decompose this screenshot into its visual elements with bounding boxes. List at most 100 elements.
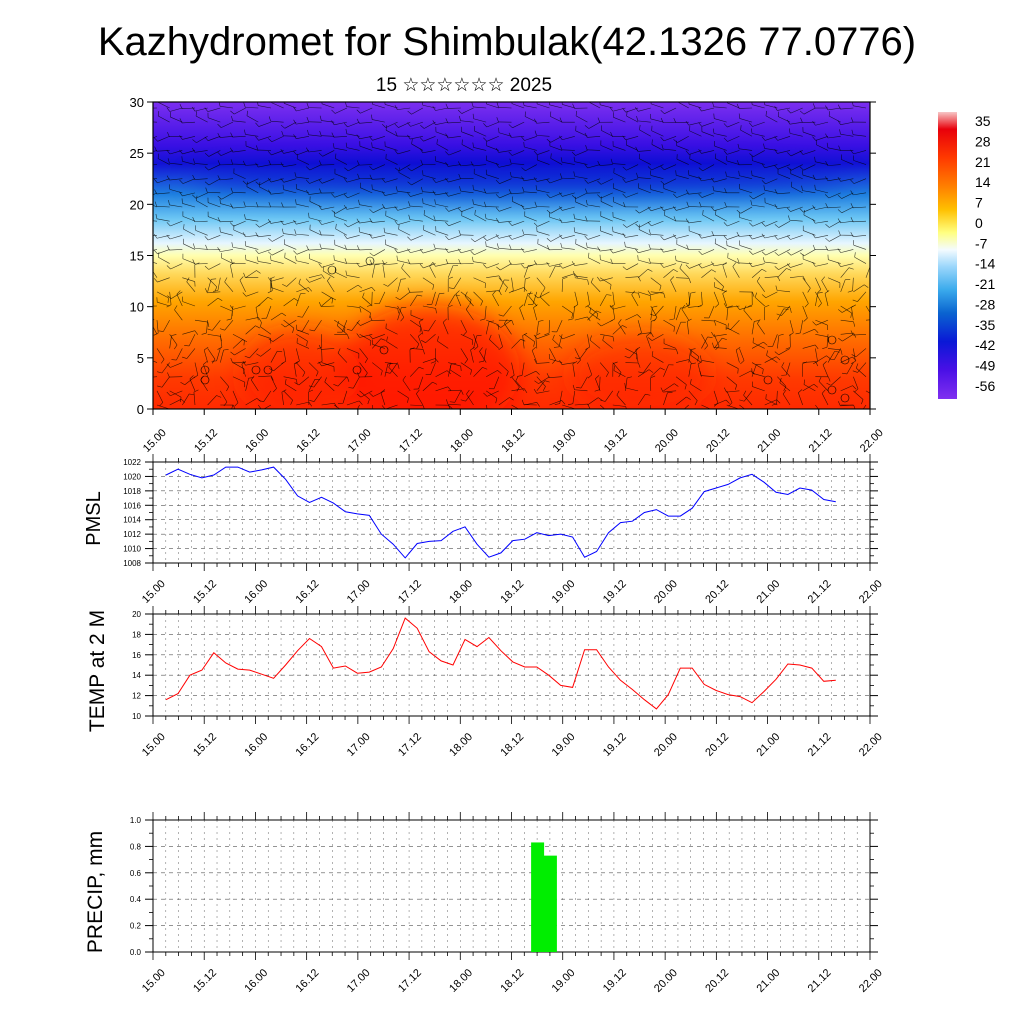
wind-barb-flag [255, 223, 260, 228]
wind-barb [182, 192, 196, 197]
wind-barb [637, 394, 646, 406]
wind-barb-flag [394, 105, 398, 110]
wind-barb [851, 307, 854, 321]
wind-barb-flag [638, 293, 641, 299]
wind-barb-flag [533, 177, 538, 182]
wind-barb [296, 150, 310, 156]
wind-barb-flag [369, 312, 371, 318]
wind-barb [295, 293, 301, 307]
wind-barb-flag [496, 266, 501, 271]
wind-barb [590, 282, 601, 293]
wind-barb-flag [471, 102, 474, 108]
wind-barb [753, 150, 765, 157]
wind-barb-flag [648, 229, 651, 235]
wind-barb-flag [807, 288, 811, 293]
wind-barb [778, 249, 791, 256]
wind-barb-flag [345, 142, 348, 148]
wind-barb-flag [498, 314, 504, 317]
wind-barb [321, 348, 323, 362]
wind-barb-flag [559, 218, 563, 224]
wind-barb-flag [204, 107, 209, 112]
wind-barb-flag [207, 322, 210, 328]
wind-barb [486, 103, 499, 109]
wind-barb [523, 234, 537, 236]
x-tick-label: 21.12 [806, 967, 834, 995]
wind-barb-flag [445, 161, 449, 167]
wind-barb-flag [418, 332, 423, 337]
wind-barb [308, 379, 316, 391]
wind-barb-flag [495, 207, 500, 212]
wind-barb [708, 305, 715, 319]
wind-barb [270, 376, 277, 389]
wind-barb-flag [589, 97, 590, 102]
wind-barb [182, 301, 196, 307]
wind-barb [595, 378, 601, 391]
wind-barb [479, 351, 487, 363]
wind-barb [271, 136, 284, 143]
wind-barb-flag [521, 136, 525, 141]
wind-barb-flag [637, 255, 639, 261]
wind-barb-flag [295, 360, 300, 365]
wind-barb-flag [597, 322, 602, 327]
wind-barb-flag [205, 244, 208, 250]
wind-barb-flag [420, 125, 425, 129]
wind-barb-flag [837, 194, 842, 199]
wind-barb [777, 308, 784, 321]
wind-barb [575, 243, 588, 250]
wind-barb-flag [394, 123, 399, 128]
wind-barb [654, 305, 664, 316]
wind-barb [153, 220, 158, 222]
wind-barb-flag [174, 344, 178, 350]
wind-barb [346, 275, 360, 279]
wind-barb [688, 291, 691, 305]
wind-barb [639, 158, 651, 165]
wind-barb [473, 203, 487, 208]
wind-barb [663, 249, 677, 253]
wind-barb-flag [802, 361, 808, 364]
wind-barb-flag [567, 403, 573, 406]
wind-barb [840, 385, 853, 392]
wind-barb-flag [168, 199, 170, 205]
chart-title: Kazhydromet for Shimbulak(42.1326 77.077… [98, 20, 916, 64]
wind-barb [182, 161, 196, 165]
wind-barb [600, 333, 613, 337]
wind-barb [853, 390, 864, 400]
wind-barb [853, 220, 867, 223]
wind-barb-flag [327, 276, 331, 282]
wind-barb [335, 271, 348, 278]
wind-barb [676, 175, 689, 180]
wind-barb-flag [442, 318, 447, 323]
colorbar-label: 28 [975, 133, 991, 149]
wind-barb [764, 202, 778, 208]
wind-barb [194, 163, 208, 165]
wind-barb [335, 158, 348, 165]
wind-barb [637, 120, 651, 123]
wind-barb-flag [356, 245, 360, 251]
wind-barb-flag [752, 292, 755, 297]
wind-barb [778, 348, 791, 356]
wind-barb [552, 339, 563, 349]
wind-barb [194, 178, 208, 180]
wind-barb [511, 103, 525, 109]
wind-barb [535, 335, 538, 349]
wind-barb-flag [305, 166, 310, 171]
wind-barb [683, 404, 689, 409]
wind-barb [782, 393, 791, 406]
wind-barb [803, 107, 816, 115]
wind-barb-flag [154, 146, 157, 152]
wind-barb [286, 277, 297, 287]
wind-barb [245, 398, 257, 406]
wind-barb [359, 287, 372, 293]
wind-barb [498, 234, 512, 239]
wind-barb [245, 164, 259, 166]
wind-barb-flag [685, 218, 689, 224]
warm-core-blobs [190, 164, 850, 409]
wind-barb [176, 294, 183, 307]
wind-barb-flag [685, 302, 689, 308]
wind-barbs [153, 97, 870, 409]
wind-barb [411, 143, 424, 151]
wind-barb [612, 305, 616, 319]
wind-barb-flag [812, 136, 816, 141]
wind-barb-flag [407, 134, 411, 140]
wind-barb [827, 135, 841, 139]
